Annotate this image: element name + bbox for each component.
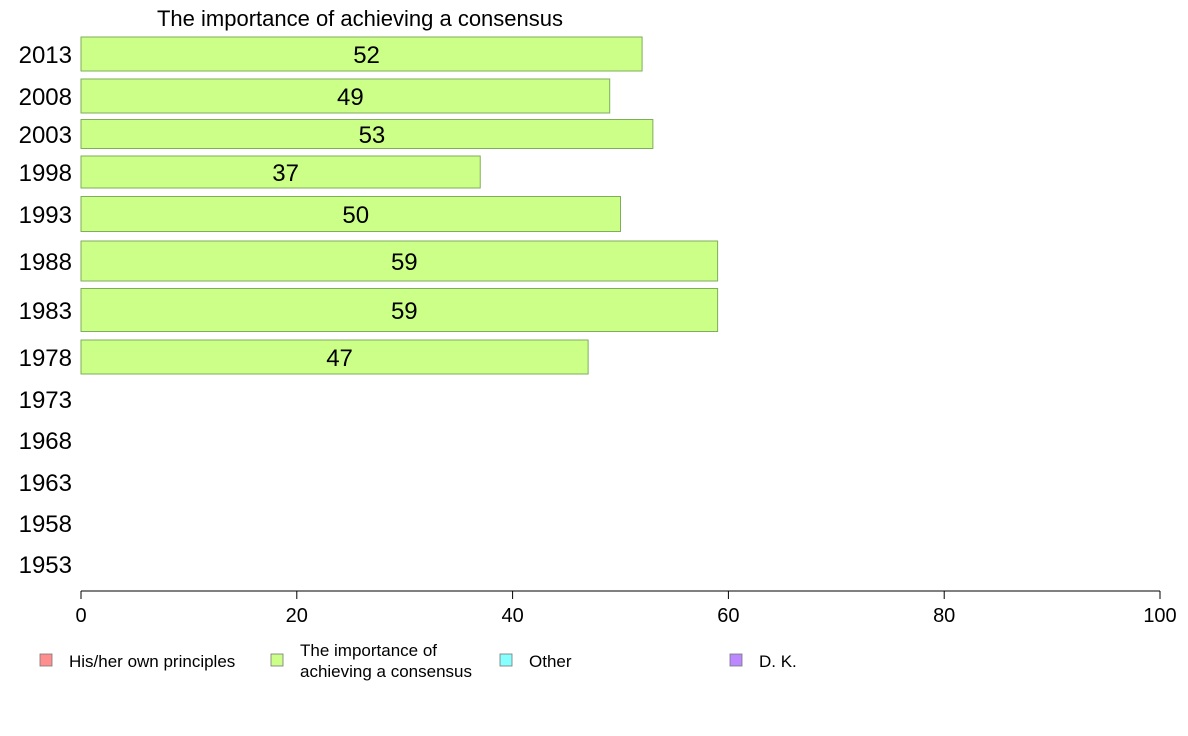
bar-2008 — [80, 78, 611, 114]
legend-label: His/her own principles — [69, 652, 235, 671]
category-label: 1993 — [19, 202, 72, 229]
bar-1988 — [80, 240, 719, 282]
x-tick-label: 20 — [286, 605, 308, 627]
category-label: 1988 — [19, 249, 72, 276]
legend-label: D. K. — [759, 652, 797, 671]
legend-swatch — [270, 653, 284, 667]
bars-layer: 2013 52 2008 49 2003 53 1998 37 1993 50 1988 59 1983… — [19, 36, 719, 579]
legend-label: achieving a consensus — [300, 662, 472, 681]
legend-swatch — [729, 653, 743, 667]
chart-title: The importance of achieving a consensus — [157, 6, 563, 31]
legend: His/her own principles The importance of a… — [39, 641, 797, 681]
category-label: 2003 — [19, 122, 72, 149]
category-label: 2013 — [19, 42, 72, 69]
legend-label: The importance of — [300, 641, 437, 660]
category-label: 1953 — [19, 552, 72, 579]
bar-2013 — [80, 36, 643, 72]
data-label: 59 — [391, 298, 418, 325]
data-label: 59 — [391, 249, 418, 276]
category-label: 1968 — [19, 428, 72, 455]
x-tick-label: 100 — [1143, 605, 1176, 627]
legend-swatch — [39, 653, 53, 667]
category-label: 1978 — [19, 345, 72, 372]
category-label: 1958 — [19, 511, 72, 538]
data-label: 52 — [353, 42, 380, 69]
x-tick-label: 60 — [717, 605, 739, 627]
bar-1978 — [80, 339, 589, 375]
data-label: 50 — [342, 202, 369, 229]
x-tick-label: 80 — [933, 605, 955, 627]
data-label: 37 — [272, 160, 299, 187]
bar-2003 — [80, 119, 654, 149]
data-label: 47 — [326, 345, 353, 372]
bar-1983 — [80, 288, 719, 332]
category-label: 1963 — [19, 470, 72, 497]
bar-1998 — [80, 155, 481, 189]
bar-1993 — [80, 196, 621, 232]
data-label: 53 — [359, 122, 386, 149]
category-label: 1973 — [19, 387, 72, 414]
x-tick-label: 40 — [501, 605, 523, 627]
category-label: 2008 — [19, 84, 72, 111]
category-label: 1983 — [19, 298, 72, 325]
data-label: 49 — [337, 84, 364, 111]
x-axis: 0 20 40 60 80 100 — [75, 590, 1177, 627]
legend-swatch — [499, 653, 513, 667]
category-label: 1998 — [19, 160, 72, 187]
x-tick-label: 0 — [75, 605, 86, 627]
legend-label: Other — [529, 652, 572, 671]
